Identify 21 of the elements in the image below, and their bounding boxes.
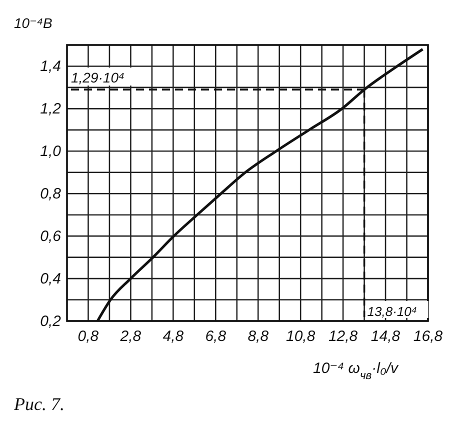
y-axis-title: 10⁻⁴В <box>14 15 52 31</box>
x-tick-label: 8,8 <box>248 328 270 345</box>
ref-line-label: 1,29·10⁴ <box>71 70 125 86</box>
y-tick-label: 1,2 <box>40 100 62 118</box>
y-tick-label: 0,4 <box>40 270 61 288</box>
x-tick-label: 10,8 <box>286 328 316 345</box>
x-axis-title: 10⁻⁴ ω$_{чв}$·l₀/v <box>313 360 400 382</box>
y-tick-label: 1,0 <box>40 143 62 160</box>
x-tick-label: 12,8 <box>328 328 358 345</box>
x-tick-label: 2,8 <box>119 328 142 345</box>
y-tick-label: 1,4 <box>40 58 61 76</box>
y-tick-label: 0,6 <box>40 228 62 246</box>
y-tick-label: 0,8 <box>40 186 62 203</box>
x-tick-label: 4,8 <box>162 328 184 345</box>
text: Рис. 7. <box>13 394 64 414</box>
x-tick-label: 6,8 <box>205 328 227 345</box>
x-tick-label: 16,8 <box>413 328 444 345</box>
x-tick-label: 0,8 <box>78 328 100 345</box>
ref-line-label: 13,8·10⁴ <box>367 304 418 319</box>
x-tick-label: 14,8 <box>370 328 401 345</box>
y-tick-label: 0,2 <box>40 313 62 330</box>
